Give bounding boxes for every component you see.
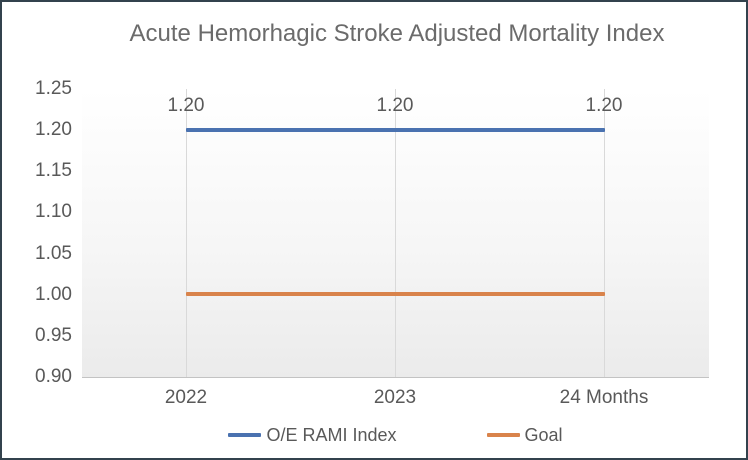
chart-title: Acute Hemorhagic Stroke Adjusted Mortali… bbox=[129, 20, 665, 47]
x-axis-label: 2023 bbox=[373, 387, 417, 408]
y-axis-tick-label: 0.95 bbox=[35, 325, 72, 346]
y-axis-tick-label: 1.25 bbox=[35, 78, 72, 99]
category-gridline-1 bbox=[186, 89, 187, 377]
category-gridline-2 bbox=[395, 89, 396, 377]
series-line-goal bbox=[186, 292, 605, 296]
legend-label: Goal bbox=[524, 424, 563, 445]
chart-legend: O/E RAMI Index Goal bbox=[82, 422, 709, 448]
legend-item-goal: Goal bbox=[486, 424, 563, 446]
legend-line-marker-icon bbox=[228, 433, 262, 437]
y-axis-tick-label: 1.10 bbox=[35, 201, 72, 222]
y-axis-tick-label: 1.00 bbox=[35, 284, 72, 305]
data-label: 1.20 bbox=[167, 95, 205, 116]
y-axis-tick-label: 1.15 bbox=[35, 160, 72, 181]
data-label: 1.20 bbox=[585, 95, 623, 116]
y-axis-tick-label: 1.05 bbox=[35, 243, 72, 264]
data-label: 1.20 bbox=[376, 95, 414, 116]
y-axis-tick-label: 0.90 bbox=[35, 366, 72, 387]
series-line-oe-rami-index bbox=[186, 128, 605, 132]
x-axis-label: 2022 bbox=[164, 387, 208, 408]
category-gridline-3 bbox=[604, 89, 605, 377]
legend-item-oe-rami-index: O/E RAMI Index bbox=[228, 424, 397, 446]
legend-label: O/E RAMI Index bbox=[266, 424, 397, 445]
x-axis-line bbox=[82, 377, 709, 378]
x-axis-label: 24 Months bbox=[559, 387, 649, 408]
legend-line-marker-icon bbox=[486, 433, 520, 437]
y-axis-tick-label: 1.20 bbox=[35, 119, 72, 140]
